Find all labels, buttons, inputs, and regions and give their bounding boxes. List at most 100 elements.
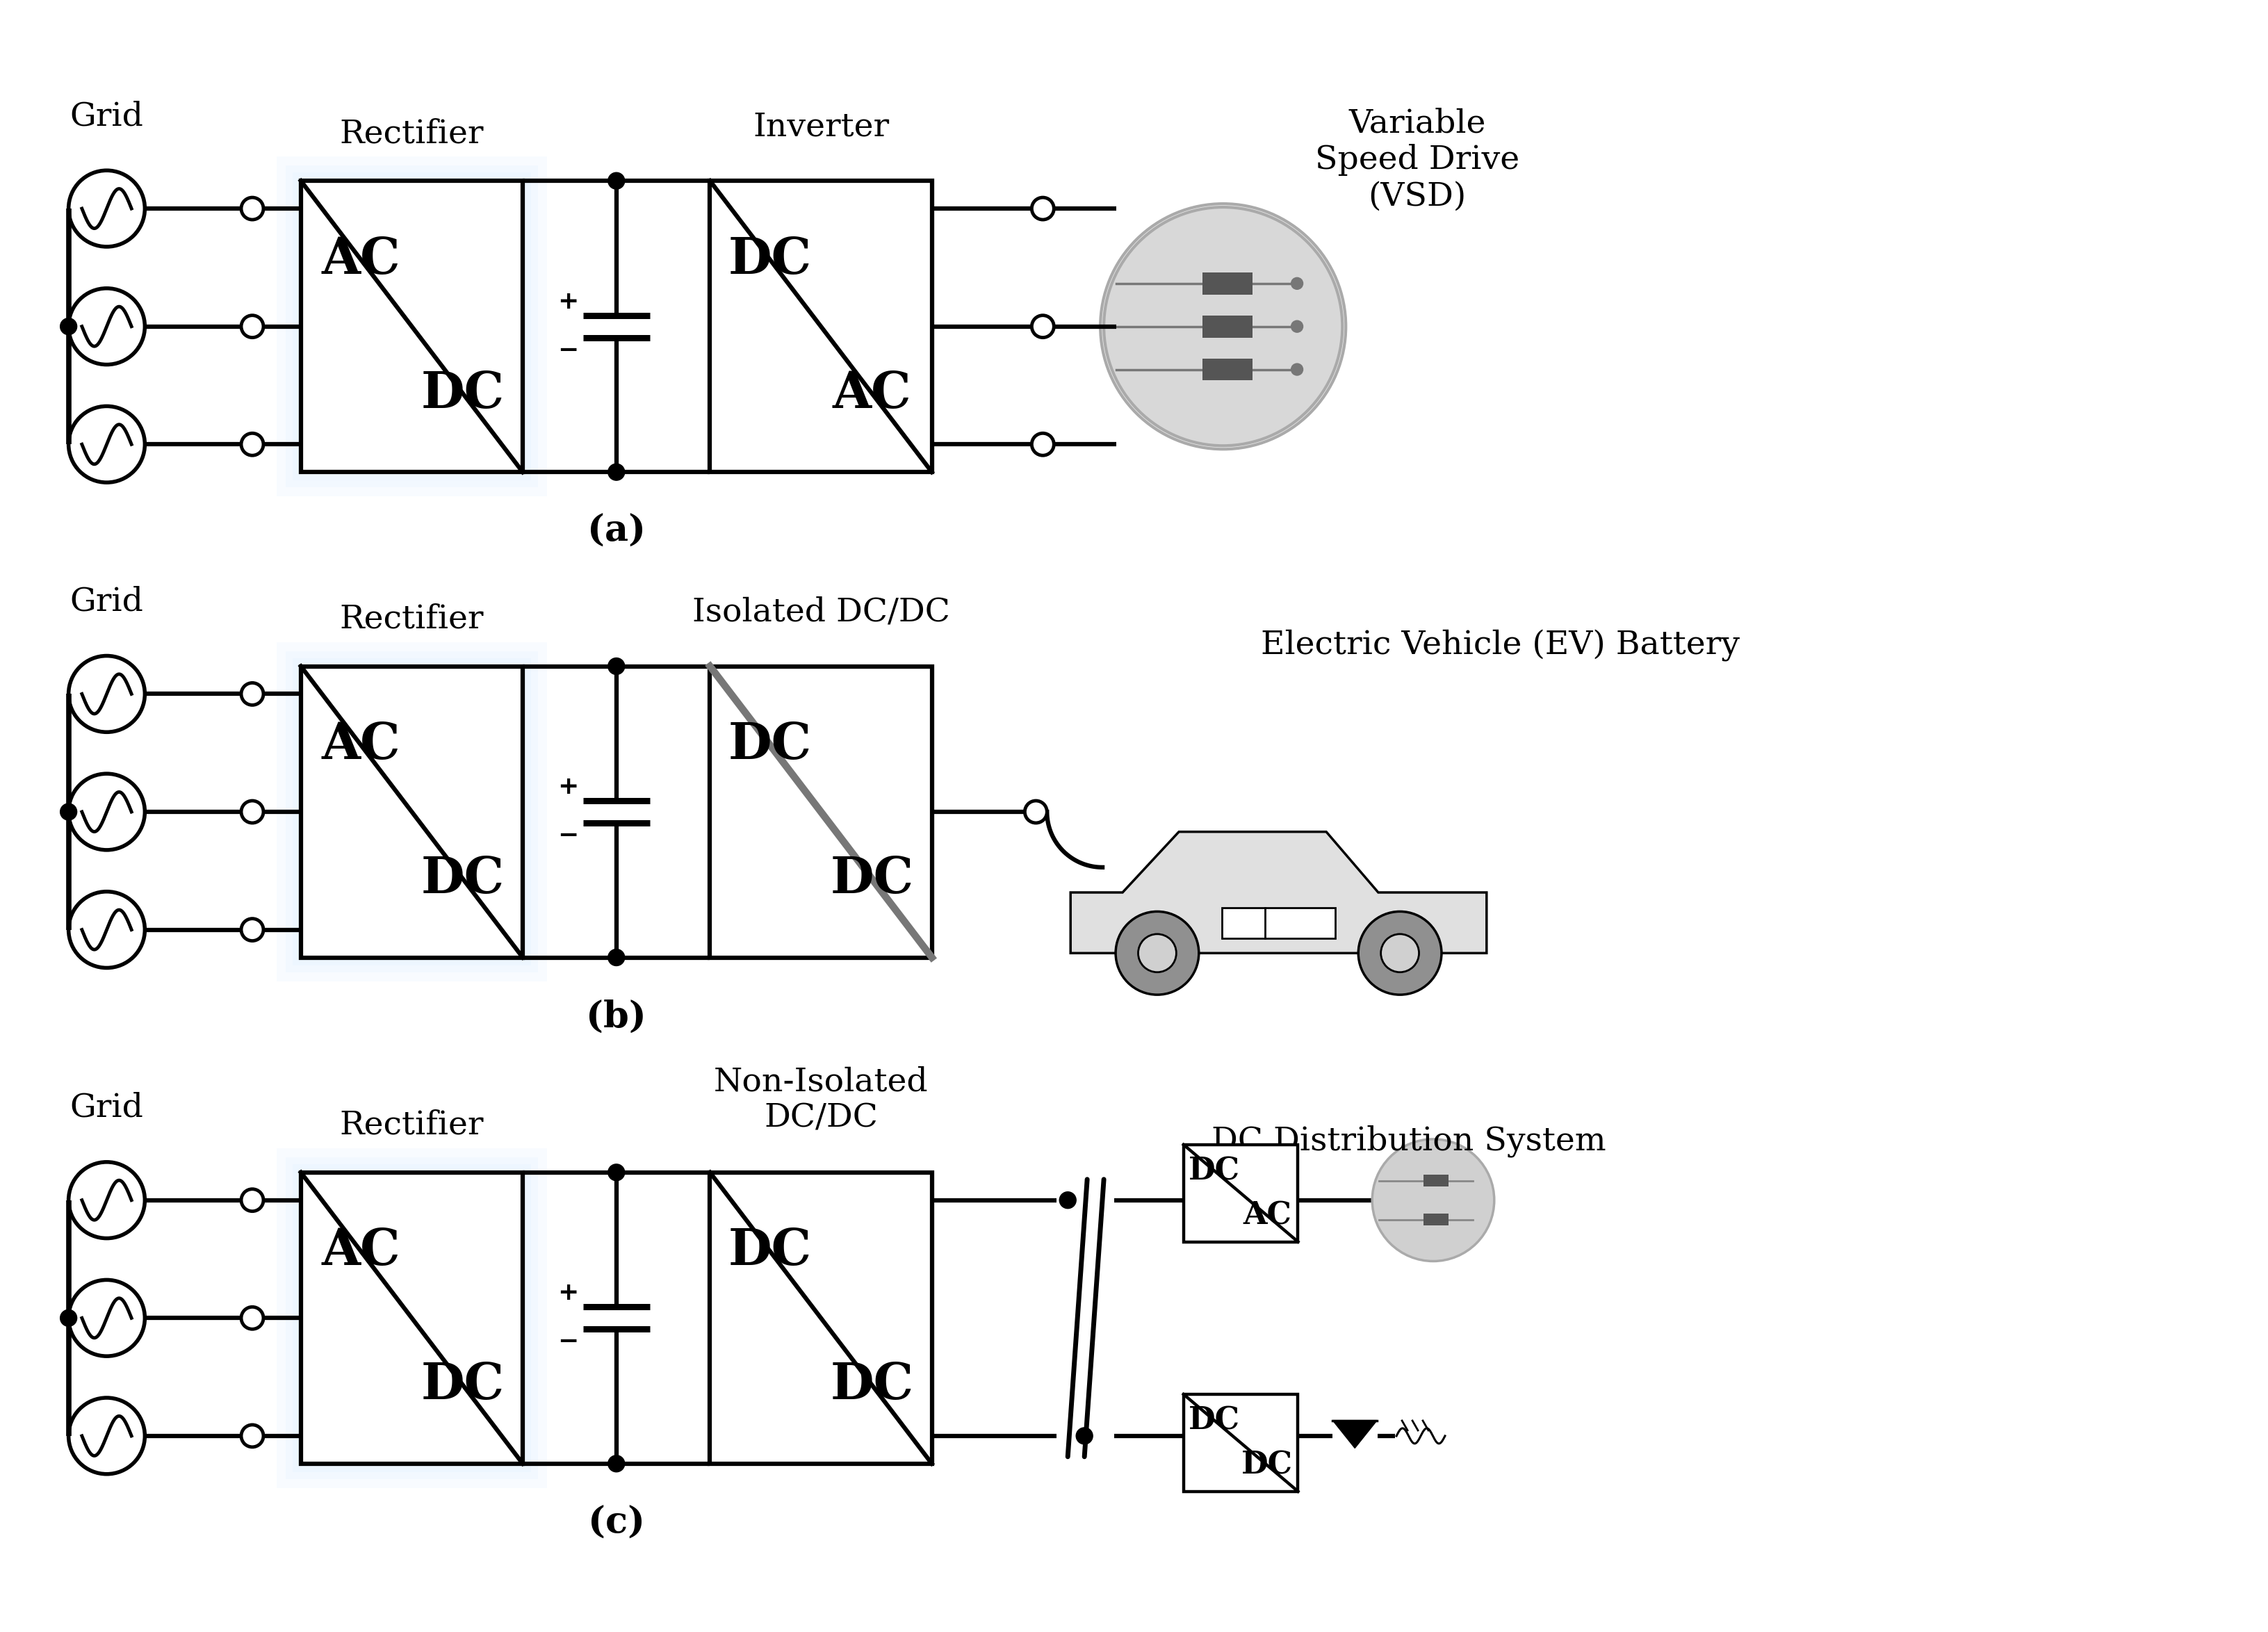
Circle shape xyxy=(240,1190,263,1211)
Circle shape xyxy=(240,801,263,823)
Bar xyxy=(1202,315,1252,338)
Circle shape xyxy=(1116,912,1200,996)
Text: Electric Vehicle (EV) Battery: Electric Vehicle (EV) Battery xyxy=(1261,630,1740,661)
Text: −: − xyxy=(558,1330,578,1353)
Text: Grid: Grid xyxy=(70,1092,143,1124)
Circle shape xyxy=(240,432,263,455)
Bar xyxy=(277,1149,547,1488)
Circle shape xyxy=(1290,277,1302,289)
Bar xyxy=(286,651,538,973)
Circle shape xyxy=(240,1425,263,1448)
Text: Rectifier: Rectifier xyxy=(340,118,483,150)
Text: DC: DC xyxy=(728,235,812,284)
Text: Variable
Speed Drive
(VSD): Variable Speed Drive (VSD) xyxy=(1315,108,1520,212)
Bar xyxy=(286,1157,538,1479)
Bar xyxy=(293,173,531,480)
Bar xyxy=(1184,1394,1297,1492)
Text: AC: AC xyxy=(322,235,399,284)
Bar xyxy=(1424,1214,1449,1226)
Text: DC: DC xyxy=(422,369,503,418)
Text: Rectifier: Rectifier xyxy=(340,604,483,635)
Text: −: − xyxy=(558,824,578,847)
Text: (b): (b) xyxy=(585,999,646,1035)
Text: DC: DC xyxy=(830,1361,914,1410)
Text: DC: DC xyxy=(728,720,812,770)
Circle shape xyxy=(1032,432,1055,455)
Bar xyxy=(302,1172,522,1464)
Circle shape xyxy=(608,1456,624,1472)
Circle shape xyxy=(608,658,624,674)
Circle shape xyxy=(1105,207,1343,446)
Text: +: + xyxy=(558,289,578,313)
Circle shape xyxy=(1032,315,1055,338)
Bar xyxy=(302,666,522,958)
Bar xyxy=(1202,273,1252,294)
Circle shape xyxy=(1290,320,1302,333)
Circle shape xyxy=(1372,1139,1495,1262)
Text: DC: DC xyxy=(1241,1451,1293,1480)
Circle shape xyxy=(1025,801,1048,823)
Circle shape xyxy=(608,173,624,189)
Text: DC: DC xyxy=(830,854,914,904)
Bar xyxy=(302,666,522,958)
Bar xyxy=(302,1172,522,1464)
Text: +: + xyxy=(558,1281,578,1306)
Circle shape xyxy=(608,1164,624,1180)
Circle shape xyxy=(1290,364,1302,375)
Circle shape xyxy=(61,803,77,821)
Circle shape xyxy=(1381,934,1420,973)
Bar xyxy=(277,157,547,496)
Bar xyxy=(302,181,522,472)
Text: DC: DC xyxy=(1188,1155,1241,1186)
Bar xyxy=(302,1172,522,1464)
Bar xyxy=(1184,1144,1297,1242)
Text: DC: DC xyxy=(1188,1405,1241,1436)
Circle shape xyxy=(1075,1428,1093,1444)
Circle shape xyxy=(240,197,263,220)
Text: Grid: Grid xyxy=(70,101,143,132)
Text: Isolated DC/DC: Isolated DC/DC xyxy=(692,597,950,628)
Text: DC: DC xyxy=(728,1226,812,1276)
Circle shape xyxy=(1359,912,1442,996)
Bar xyxy=(1202,359,1252,380)
Text: Rectifier: Rectifier xyxy=(340,1110,483,1141)
Polygon shape xyxy=(1334,1420,1377,1448)
Text: Grid: Grid xyxy=(70,586,143,617)
Circle shape xyxy=(1139,934,1177,973)
Circle shape xyxy=(1100,204,1345,449)
Bar xyxy=(286,165,538,488)
Text: +: + xyxy=(558,775,578,798)
Bar xyxy=(293,658,531,966)
Circle shape xyxy=(240,919,263,940)
Circle shape xyxy=(240,1307,263,1328)
Text: Inverter: Inverter xyxy=(753,111,889,142)
Bar xyxy=(710,181,932,472)
Bar xyxy=(1222,907,1336,938)
Text: AC: AC xyxy=(322,720,399,770)
Circle shape xyxy=(61,318,77,335)
Text: (c): (c) xyxy=(587,1505,644,1541)
Bar xyxy=(293,1164,531,1472)
Circle shape xyxy=(608,950,624,966)
Text: (a): (a) xyxy=(587,514,646,548)
Bar xyxy=(302,666,522,958)
Text: −: − xyxy=(558,338,578,362)
Text: AC: AC xyxy=(322,1226,399,1276)
Bar xyxy=(1424,1175,1449,1186)
Text: DC: DC xyxy=(422,854,503,904)
Polygon shape xyxy=(1070,832,1486,953)
Circle shape xyxy=(61,1310,77,1327)
Circle shape xyxy=(608,463,624,480)
Circle shape xyxy=(240,315,263,338)
Text: DC Distribution System: DC Distribution System xyxy=(1211,1124,1606,1157)
Bar xyxy=(302,181,522,472)
Text: DC: DC xyxy=(422,1361,503,1410)
Text: AC: AC xyxy=(832,369,912,418)
Text: AC: AC xyxy=(1243,1201,1290,1231)
Circle shape xyxy=(1059,1191,1075,1208)
Circle shape xyxy=(1032,197,1055,220)
Bar xyxy=(710,1172,932,1464)
Circle shape xyxy=(240,682,263,705)
Bar xyxy=(710,666,932,958)
Text: Non-Isolated
DC/DC: Non-Isolated DC/DC xyxy=(714,1066,928,1134)
